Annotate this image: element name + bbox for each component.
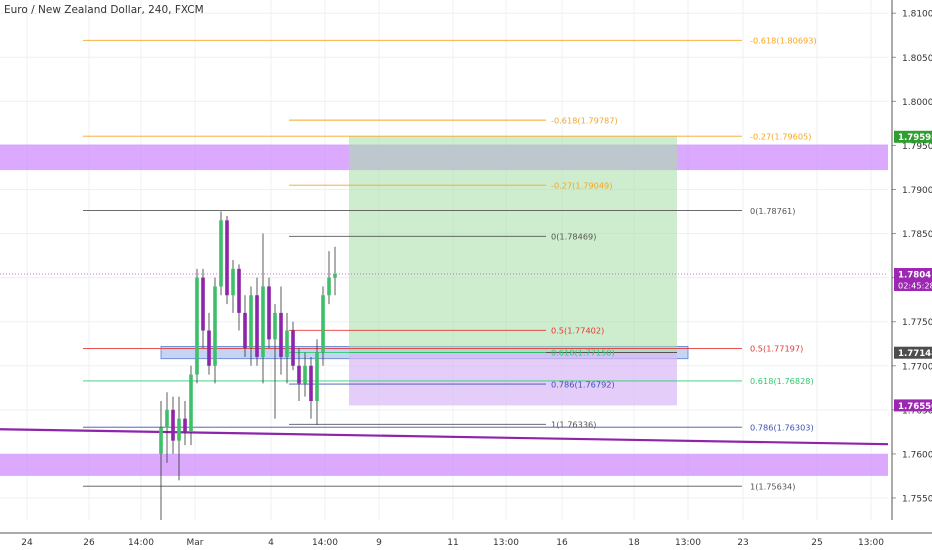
y-tick-label: 1.78500: [902, 230, 932, 240]
fib-label: 0.618(1.77150): [551, 348, 615, 358]
candle-body: [315, 352, 319, 402]
candle-body: [267, 286, 271, 340]
x-tick-label: 13:00: [675, 538, 701, 548]
fib-label: 0.786(1.76792): [551, 379, 615, 389]
candle-body: [279, 312, 283, 357]
x-tick-label: 16: [556, 538, 568, 548]
candle-body: [165, 409, 169, 428]
x-tick-label: 18: [628, 538, 640, 548]
price-label: 1.79598: [898, 133, 932, 143]
fib-label: -0.618(1.80693): [750, 35, 817, 45]
candle-body: [159, 427, 163, 454]
countdown-bg: [894, 280, 932, 292]
price-label: 1.77148: [898, 349, 932, 359]
candle-body: [183, 418, 187, 432]
candle-body: [321, 295, 325, 353]
candle-body: [333, 274, 337, 278]
candle-body: [207, 330, 211, 366]
y-tick-label: 1.77000: [902, 362, 932, 372]
candle-body: [327, 277, 331, 296]
candle-body: [195, 277, 199, 375]
countdown-timer: 02:45:28: [898, 281, 932, 291]
candle-body: [213, 286, 217, 366]
fib-label: 1(1.76336): [551, 419, 596, 429]
fib-label: 0(1.78469): [551, 231, 596, 241]
fib-label: 0.5(1.77402): [551, 326, 604, 336]
x-tick-label: 11: [447, 538, 458, 548]
x-tick-label: 13:00: [858, 538, 884, 548]
trendline: [0, 428, 889, 446]
y-tick-label: 1.80000: [902, 98, 932, 108]
candle-body: [291, 330, 295, 366]
trendline-layer: [0, 428, 889, 446]
price-label-bg: [894, 399, 932, 412]
fib-layer: -0.618(1.80693) -0.27(1.79605) 0(1.78761) 0…: [0, 35, 888, 491]
y-tick-label: 1.80500: [902, 54, 932, 64]
x-tick-label: 14:00: [312, 538, 338, 548]
price-label: 1.76550: [898, 402, 932, 412]
candle-body: [303, 365, 307, 384]
x-tick-label: 26: [83, 538, 95, 548]
fib-label: -0.618(1.79787): [551, 115, 618, 125]
candle-body: [297, 365, 301, 384]
x-tick-label: 9: [376, 538, 382, 548]
y-tick-label: 1.79000: [902, 186, 932, 196]
profit-zone: [349, 136, 677, 353]
candle-body: [201, 277, 205, 331]
candle-body: [177, 418, 181, 441]
candle-body: [231, 268, 235, 296]
candle-body: [255, 295, 259, 357]
x-tick-label: 25: [811, 538, 822, 548]
y-tick-label: 1.77500: [902, 318, 932, 328]
price-label-bg: [894, 268, 932, 281]
fib-label: 0(1.78761): [750, 206, 795, 216]
fib-label: 0.786(1.76303): [750, 422, 814, 432]
x-tick-label: 4: [268, 538, 274, 548]
y-tick-label: 1.79500: [902, 142, 932, 152]
price-label: 1.78041: [898, 270, 932, 280]
candle-body: [243, 312, 247, 349]
price-label-bg: [894, 346, 932, 359]
candle-body: [219, 220, 223, 287]
candle-body: [225, 220, 229, 296]
x-tick-label: 23: [737, 538, 748, 548]
x-tick-label: 14:00: [128, 538, 154, 548]
candle-body: [189, 374, 193, 432]
candle-body: [273, 312, 277, 340]
y-tick-label: 1.75500: [902, 494, 932, 504]
zones-layer: [0, 136, 888, 476]
price-label-bg: [894, 130, 932, 143]
x-tick-label: Mar: [187, 538, 204, 548]
y-tick-label: 1.76000: [902, 450, 932, 460]
candle-body: [261, 286, 265, 357]
fib-label: 0.5(1.77197): [750, 344, 803, 354]
fib-label: 1(1.75634): [750, 481, 795, 491]
candle-body: [249, 295, 253, 349]
candle-body: [309, 365, 313, 402]
x-tick-label: 13:00: [493, 538, 519, 548]
fib-label: -0.27(1.79049): [551, 180, 612, 190]
fib-label: -0.27(1.79605): [750, 131, 811, 141]
x-tick-label: 24: [21, 538, 33, 548]
candle-body: [237, 268, 241, 313]
fib-label: 0.618(1.76828): [750, 376, 814, 386]
candle-body: [171, 409, 175, 441]
symbol-title[interactable]: Euro / New Zealand Dollar, 240, FXCM: [4, 4, 204, 16]
candles-layer: [159, 211, 337, 520]
candle-body: [285, 330, 289, 357]
y-tick-label: 1.81000: [902, 10, 932, 20]
loss-zone: [349, 352, 677, 406]
demand-zone-lower: [0, 453, 888, 476]
